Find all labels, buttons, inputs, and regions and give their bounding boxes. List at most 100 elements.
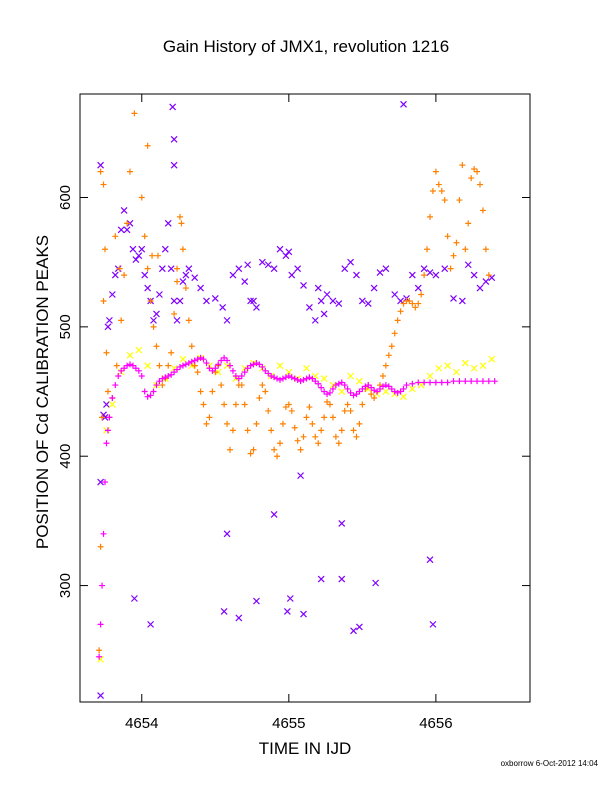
data-point bbox=[185, 317, 192, 324]
data-point bbox=[176, 297, 184, 305]
data-point bbox=[288, 271, 296, 279]
data-point bbox=[294, 265, 302, 273]
data-point bbox=[138, 373, 145, 380]
data-point bbox=[453, 239, 460, 246]
data-point bbox=[165, 373, 172, 380]
data-point bbox=[103, 401, 110, 408]
data-point bbox=[224, 357, 231, 364]
y-tick-label: 600 bbox=[57, 185, 74, 210]
data-point bbox=[161, 245, 169, 253]
data-point bbox=[341, 407, 348, 414]
data-point bbox=[474, 378, 481, 385]
data-point bbox=[485, 272, 492, 279]
data-point bbox=[178, 220, 185, 227]
data-point bbox=[488, 355, 496, 363]
data-point bbox=[191, 362, 198, 369]
data-point bbox=[447, 265, 454, 272]
data-point bbox=[170, 297, 178, 305]
data-point bbox=[264, 261, 272, 269]
data-point bbox=[155, 291, 163, 298]
data-point bbox=[465, 220, 472, 227]
data-point bbox=[274, 453, 281, 460]
data-point bbox=[130, 595, 138, 602]
data-point bbox=[220, 608, 228, 615]
data-point bbox=[108, 291, 116, 298]
data-point bbox=[353, 433, 360, 440]
data-point bbox=[274, 375, 281, 382]
data-point bbox=[291, 375, 298, 382]
data-point bbox=[388, 343, 395, 350]
data-point bbox=[100, 530, 107, 537]
data-point bbox=[100, 181, 107, 188]
data-point bbox=[364, 300, 372, 307]
data-point bbox=[391, 388, 398, 395]
data-point bbox=[327, 389, 333, 396]
data-point bbox=[135, 346, 143, 354]
data-point bbox=[268, 373, 275, 380]
data-point bbox=[147, 392, 154, 399]
data-point bbox=[253, 304, 260, 311]
y-tick-label: 500 bbox=[57, 314, 74, 339]
data-point bbox=[174, 278, 181, 285]
data-point bbox=[106, 414, 113, 421]
data-point bbox=[372, 579, 380, 587]
data-point bbox=[359, 401, 366, 408]
data-point bbox=[206, 414, 213, 421]
data-point bbox=[312, 433, 319, 440]
data-point bbox=[224, 420, 231, 427]
data-point bbox=[97, 543, 104, 550]
data-point bbox=[209, 388, 216, 395]
data-point bbox=[253, 420, 260, 427]
data-point bbox=[456, 197, 463, 204]
data-point bbox=[102, 479, 108, 486]
data-point bbox=[288, 374, 295, 381]
data-point bbox=[285, 401, 292, 408]
data-point bbox=[441, 197, 448, 204]
data-point bbox=[288, 407, 295, 414]
data-point bbox=[403, 382, 410, 389]
data-point bbox=[111, 271, 119, 279]
data-point bbox=[424, 246, 431, 253]
data-point bbox=[300, 282, 307, 289]
data-point bbox=[103, 440, 110, 447]
data-point bbox=[112, 382, 119, 389]
data-point bbox=[462, 246, 469, 253]
data-point bbox=[138, 194, 145, 201]
data-point bbox=[438, 379, 445, 386]
data-point bbox=[479, 378, 486, 385]
data-point bbox=[153, 343, 160, 350]
data-point bbox=[159, 375, 166, 382]
plot-frame bbox=[79, 93, 531, 703]
data-point bbox=[141, 271, 149, 279]
x-tick-label: 4655 bbox=[272, 715, 305, 732]
data-point bbox=[458, 297, 466, 305]
data-point bbox=[158, 265, 166, 273]
data-point bbox=[329, 297, 337, 305]
data-point bbox=[96, 647, 103, 654]
data-point bbox=[356, 420, 363, 427]
data-point bbox=[379, 373, 386, 380]
data-point bbox=[170, 161, 178, 169]
data-point bbox=[468, 175, 475, 182]
data-point bbox=[232, 401, 239, 408]
data-point bbox=[141, 388, 148, 395]
data-point bbox=[100, 297, 107, 304]
data-point bbox=[262, 388, 269, 395]
data-point bbox=[314, 284, 322, 292]
data-point bbox=[335, 300, 343, 307]
data-point bbox=[211, 294, 219, 302]
data-point bbox=[338, 575, 346, 583]
data-point bbox=[97, 161, 105, 169]
data-point bbox=[173, 316, 181, 324]
data-point bbox=[305, 304, 313, 311]
data-point bbox=[474, 168, 481, 175]
data-point bbox=[450, 294, 457, 302]
data-point bbox=[147, 620, 155, 628]
data-point bbox=[491, 378, 498, 385]
data-point bbox=[241, 278, 249, 285]
data-point bbox=[215, 361, 222, 368]
data-point bbox=[479, 207, 486, 214]
data-point bbox=[432, 271, 440, 279]
data-point bbox=[247, 362, 254, 369]
